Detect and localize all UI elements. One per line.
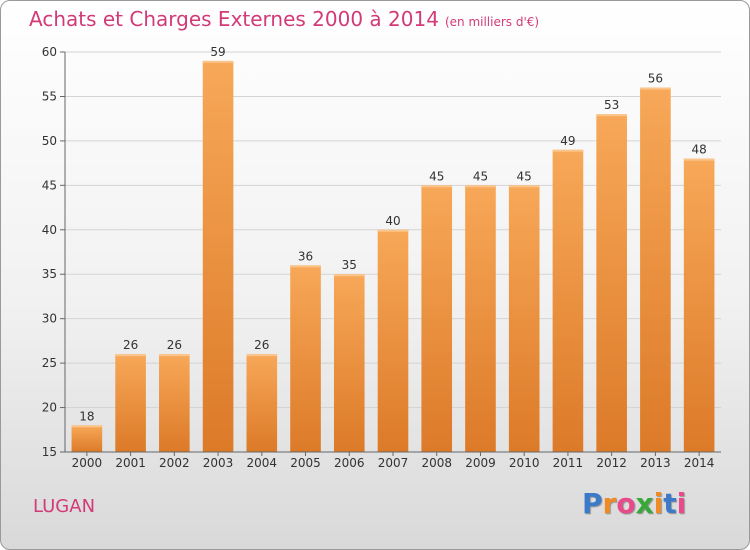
bar-2001 <box>115 354 146 452</box>
value-label-2009: 45 <box>473 169 488 183</box>
bar-2012 <box>596 114 627 452</box>
value-label-2002: 26 <box>167 338 182 352</box>
bar-highlight <box>159 354 190 357</box>
logo-letter: r <box>602 487 617 520</box>
x-tick-label-2002: 2002 <box>159 456 190 470</box>
value-label-2000: 18 <box>79 409 94 423</box>
value-label-2004: 26 <box>254 338 269 352</box>
y-tick-label: 55 <box>42 89 57 103</box>
y-tick-label: 60 <box>42 45 57 59</box>
bar-highlight <box>71 425 103 428</box>
y-tick-label: 20 <box>42 401 57 415</box>
bar-highlight <box>465 185 496 188</box>
chart-title-text: Achats et Charges Externes 2000 à 2014 <box>29 7 439 31</box>
value-label-2012: 53 <box>604 98 619 112</box>
y-tick-label: 50 <box>42 134 57 148</box>
bar-highlight <box>246 354 278 357</box>
y-tick-label: 45 <box>42 178 57 192</box>
bars <box>71 60 715 453</box>
value-label-2001: 26 <box>123 338 138 352</box>
bar-2002 <box>159 354 190 452</box>
x-tick-label-2009: 2009 <box>465 456 496 470</box>
x-tick-label-2004: 2004 <box>247 456 278 470</box>
value-label-2011: 49 <box>560 134 575 148</box>
x-tick-label-2006: 2006 <box>334 456 365 470</box>
value-label-2006: 35 <box>342 258 357 272</box>
value-label-2014: 48 <box>691 143 706 157</box>
y-tick-label: 15 <box>42 445 57 459</box>
bar-2010 <box>508 185 540 453</box>
proxiti-logo: Proxiti <box>582 487 686 520</box>
value-label-2013: 56 <box>648 72 663 86</box>
bar-highlight <box>596 114 627 117</box>
labels: 15 20 25 30 35 40 45 50 55 60 18 2000 26 2001 26 2002 59… <box>42 45 715 470</box>
x-tick-label-2012: 2012 <box>596 456 627 470</box>
value-label-2005: 36 <box>298 249 313 263</box>
bar-highlight <box>640 87 671 90</box>
logo-letter: P <box>582 487 603 520</box>
y-tick-label: 35 <box>42 267 57 281</box>
logo-letter: t <box>663 487 677 520</box>
commune-name: LUGAN <box>33 496 96 517</box>
x-tick-label-2005: 2005 <box>290 456 321 470</box>
x-tick-label-2010: 2010 <box>509 456 540 470</box>
y-tick-label: 30 <box>42 312 57 326</box>
bar-highlight <box>552 149 584 152</box>
logo-letter: o <box>616 487 636 520</box>
logo-letter: i <box>653 487 664 520</box>
y-tick-label: 40 <box>42 223 57 237</box>
x-tick-label-2014: 2014 <box>684 456 715 470</box>
bar-2005 <box>290 265 321 452</box>
value-label-2003: 59 <box>210 45 225 59</box>
x-tick-label-2000: 2000 <box>72 456 103 470</box>
logo-letter: x <box>635 487 654 520</box>
bar-2000 <box>71 425 103 452</box>
x-tick-label-2011: 2011 <box>553 456 584 470</box>
x-tick-label-2007: 2007 <box>378 456 409 470</box>
bar-highlight <box>290 265 321 268</box>
logo-letter: i <box>676 487 687 520</box>
bar-2008 <box>421 185 453 453</box>
bar-highlight <box>115 354 146 357</box>
axes <box>60 51 721 456</box>
x-tick-label-2013: 2013 <box>640 456 671 470</box>
bar-highlight <box>421 185 453 188</box>
value-label-2007: 40 <box>385 214 400 228</box>
bar-2003 <box>202 60 234 453</box>
bar-highlight <box>683 158 715 161</box>
bar-2014 <box>683 158 715 452</box>
bar-2011 <box>552 149 584 452</box>
bar-highlight <box>377 229 409 232</box>
chart-title: Achats et Charges Externes 2000 à 2014 (e… <box>29 7 539 31</box>
bar-highlight <box>202 60 234 63</box>
bar-2004 <box>246 354 278 452</box>
bar-2007 <box>377 229 409 452</box>
x-tick-label-2003: 2003 <box>203 456 234 470</box>
value-label-2008: 45 <box>429 169 444 183</box>
bar-2006 <box>333 274 365 452</box>
y-tick-label: 25 <box>42 356 57 370</box>
bar-2013 <box>640 87 671 453</box>
bar-highlight <box>508 185 540 188</box>
chart-unit: (en milliers d'€) <box>444 15 540 29</box>
value-label-2010: 45 <box>517 169 532 183</box>
x-tick-label-2008: 2008 <box>421 456 452 470</box>
x-tick-label-2001: 2001 <box>115 456 146 470</box>
bar-highlight <box>333 274 365 277</box>
bar-2009 <box>465 185 496 453</box>
